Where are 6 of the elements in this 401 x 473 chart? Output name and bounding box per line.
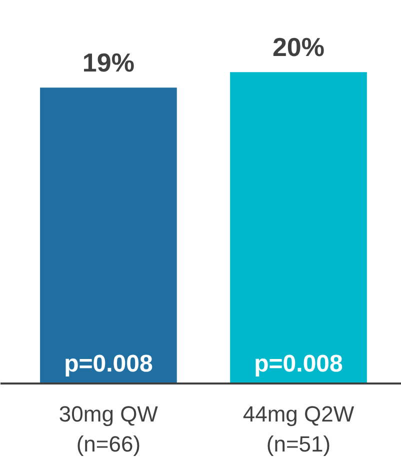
annotation: p=0.008 — [64, 350, 153, 378]
data-label: 19% — [82, 48, 134, 78]
data-label: 20% — [272, 32, 325, 62]
x-tick-label: 30mg QW (n=66) — [58, 402, 158, 456]
annotation: p=0.008 — [254, 350, 343, 378]
x-tick-label: 44mg Q2W (n=51) — [242, 402, 354, 456]
